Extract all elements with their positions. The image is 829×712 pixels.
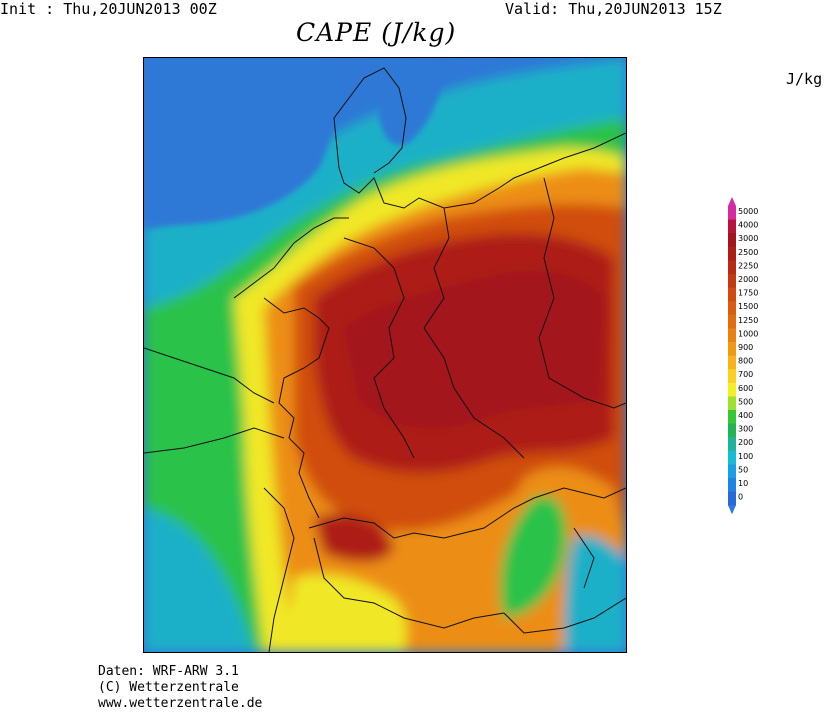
unit-label: J/kg	[786, 70, 822, 88]
color-legend: 5000400030002500225020001750150012501000…	[722, 196, 802, 516]
legend-swatch	[728, 356, 736, 370]
legend-level-label: 500	[738, 397, 753, 406]
legend-level-label: 3000	[738, 234, 758, 243]
legend-level-label: 2250	[738, 261, 758, 270]
legend-swatch	[728, 247, 736, 261]
legend-swatch	[728, 301, 736, 315]
legend-level-label: 0	[738, 493, 743, 502]
legend-swatch	[728, 260, 736, 274]
legend-level-label: 200	[738, 438, 753, 447]
legend-swatch	[728, 315, 736, 329]
legend-level-label: 1000	[738, 329, 758, 338]
legend-level-label: 600	[738, 384, 753, 393]
legend-swatch	[728, 437, 736, 451]
legend-swatch	[728, 396, 736, 410]
legend-swatch	[728, 478, 736, 492]
legend-level-label: 400	[738, 411, 753, 420]
valid-time: Valid: Thu,20JUN2013 15Z	[505, 0, 722, 18]
legend-level-label: 900	[738, 343, 753, 352]
legend-level-label: 50	[738, 465, 748, 474]
legend-level-label: 2500	[738, 248, 758, 257]
legend-swatch	[728, 328, 736, 342]
legend-level-label: 1250	[738, 316, 758, 325]
legend-swatch	[728, 206, 736, 220]
legend-swatch	[728, 464, 736, 478]
legend-swatch	[728, 410, 736, 424]
legend-swatch	[728, 451, 736, 465]
legend-swatch	[728, 274, 736, 288]
footer-website: www.wetterzentrale.de	[98, 696, 262, 712]
legend-level-label: 800	[738, 357, 753, 366]
legend-level-label: 10	[738, 479, 748, 488]
legend-level-label: 1750	[738, 289, 758, 298]
init-time: Init : Thu,20JUN2013 00Z	[0, 0, 217, 18]
footer-data-source: Daten: WRF-ARW 3.1	[98, 664, 239, 680]
legend-swatch	[728, 369, 736, 383]
map-title: CAPE (J/kg)	[296, 18, 456, 48]
legend-level-label: 1500	[738, 302, 758, 311]
cape-field-map	[144, 58, 626, 652]
legend-swatch	[728, 220, 736, 234]
legend-swatch	[728, 424, 736, 438]
legend-level-label: 700	[738, 370, 753, 379]
legend-level-label: 2000	[738, 275, 758, 284]
legend-level-label: 4000	[738, 221, 758, 230]
legend-swatch	[728, 233, 736, 247]
legend-arrow-top	[728, 197, 736, 206]
legend-swatch	[728, 383, 736, 397]
footer-copyright: (C) Wetterzentrale	[98, 680, 239, 696]
legend-level-label: 5000	[738, 207, 758, 216]
legend-swatch	[728, 288, 736, 302]
legend-swatch	[728, 342, 736, 356]
cape-map	[143, 57, 627, 653]
legend-arrow-bottom	[728, 505, 736, 514]
legend-level-label: 300	[738, 425, 753, 434]
legend-swatch	[728, 492, 736, 506]
legend-level-label: 100	[738, 452, 753, 461]
